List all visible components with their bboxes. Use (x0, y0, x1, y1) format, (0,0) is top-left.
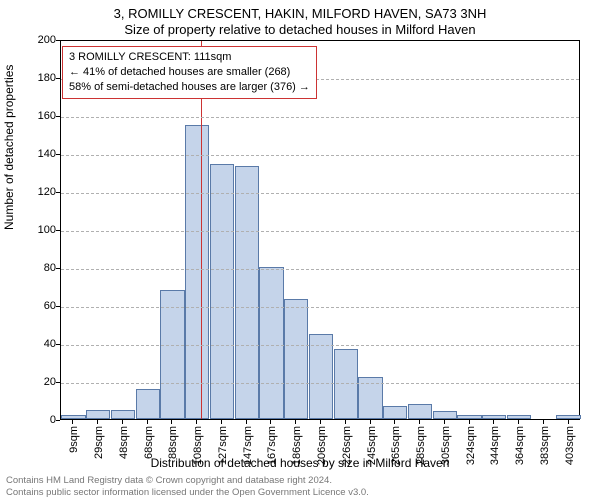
y-tick-label: 120 (16, 186, 56, 198)
histogram-bar (111, 410, 135, 420)
footer-line-2: Contains public sector information licen… (6, 487, 369, 498)
y-axis-label: Number of detached properties (2, 65, 16, 230)
y-tick-mark (56, 420, 60, 421)
histogram-bar (86, 410, 110, 420)
chart-title-address: 3, ROMILLY CRESCENT, HAKIN, MILFORD HAVE… (0, 6, 600, 21)
x-axis-label: Distribution of detached houses by size … (0, 456, 600, 470)
x-tick-mark (419, 420, 420, 424)
x-tick-mark (171, 420, 172, 424)
x-tick-mark (320, 420, 321, 424)
grid-line (61, 383, 579, 384)
x-tick-mark (444, 420, 445, 424)
histogram-bar (136, 389, 160, 419)
y-tick-mark (56, 192, 60, 193)
x-tick-label: 9sqm (68, 426, 80, 453)
histogram-bar (235, 166, 259, 419)
x-tick-label: 29sqm (93, 426, 105, 459)
y-tick-mark (56, 116, 60, 117)
grid-line (61, 231, 579, 232)
x-tick-mark (97, 420, 98, 424)
histogram-bar (433, 411, 457, 419)
y-tick-label: 160 (16, 110, 56, 122)
x-tick-mark (221, 420, 222, 424)
x-tick-mark (518, 420, 519, 424)
histogram-bar (309, 334, 333, 420)
x-tick-mark (246, 420, 247, 424)
x-tick-mark (370, 420, 371, 424)
marker-legend-box: 3 ROMILLY CRESCENT: 111sqm ← 41% of deta… (62, 46, 317, 99)
x-tick-label: 68sqm (143, 426, 155, 459)
histogram-bar (408, 404, 432, 419)
grid-line (61, 155, 579, 156)
y-tick-label: 20 (16, 376, 56, 388)
y-tick-mark (56, 78, 60, 79)
chart-title-subtitle: Size of property relative to detached ho… (0, 22, 600, 37)
histogram-bar (210, 164, 234, 419)
x-tick-mark (270, 420, 271, 424)
histogram-bar (457, 415, 481, 419)
y-tick-mark (56, 268, 60, 269)
histogram-bar (259, 267, 283, 419)
histogram-bar (61, 415, 85, 419)
footer-attribution: Contains HM Land Registry data © Crown c… (6, 475, 369, 498)
y-tick-label: 100 (16, 224, 56, 236)
x-tick-label: 88sqm (167, 426, 179, 459)
y-tick-mark (56, 306, 60, 307)
x-tick-mark (469, 420, 470, 424)
x-tick-label: 48sqm (118, 426, 130, 459)
y-tick-mark (56, 154, 60, 155)
y-tick-label: 60 (16, 300, 56, 312)
y-tick-mark (56, 344, 60, 345)
y-tick-label: 0 (16, 414, 56, 426)
legend-line-3: 58% of semi-detached houses are larger (… (69, 80, 310, 95)
histogram-bar (482, 415, 506, 419)
y-tick-label: 80 (16, 262, 56, 274)
histogram-bar (160, 290, 184, 419)
grid-line (61, 269, 579, 270)
y-tick-mark (56, 382, 60, 383)
x-tick-mark (394, 420, 395, 424)
histogram-bar (185, 125, 209, 420)
y-tick-mark (56, 40, 60, 41)
x-tick-mark (295, 420, 296, 424)
x-tick-mark (345, 420, 346, 424)
grid-line (61, 193, 579, 194)
legend-line-2: ← 41% of detached houses are smaller (26… (69, 65, 310, 80)
grid-line (61, 117, 579, 118)
x-tick-mark (543, 420, 544, 424)
y-tick-label: 40 (16, 338, 56, 350)
x-tick-mark (196, 420, 197, 424)
y-tick-mark (56, 230, 60, 231)
histogram-bar (383, 406, 407, 419)
x-tick-mark (493, 420, 494, 424)
y-tick-label: 200 (16, 34, 56, 46)
x-tick-mark (147, 420, 148, 424)
legend-line-1: 3 ROMILLY CRESCENT: 111sqm (69, 50, 310, 65)
histogram-bar (507, 415, 531, 419)
footer-line-1: Contains HM Land Registry data © Crown c… (6, 475, 369, 486)
histogram-bar (556, 415, 580, 419)
y-tick-label: 140 (16, 148, 56, 160)
grid-line (61, 345, 579, 346)
y-tick-label: 180 (16, 72, 56, 84)
grid-line (61, 307, 579, 308)
x-tick-mark (122, 420, 123, 424)
chart-container: 3, ROMILLY CRESCENT, HAKIN, MILFORD HAVE… (0, 0, 600, 500)
x-tick-mark (568, 420, 569, 424)
histogram-bar (284, 299, 308, 419)
x-tick-mark (72, 420, 73, 424)
